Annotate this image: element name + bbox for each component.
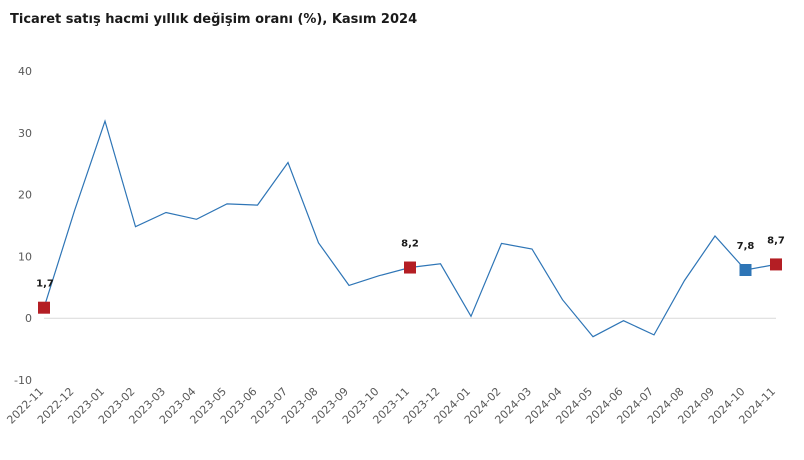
highlight-markers [38, 258, 782, 314]
series-line [43, 119, 777, 338]
y-axis-ticks: -10 0 10 20 30 40 [14, 65, 32, 387]
y-tick-label: 0 [25, 312, 32, 325]
data-label: 8,7 [767, 235, 785, 246]
data-point-marker [404, 261, 416, 274]
y-tick-label: 10 [18, 250, 32, 263]
chart-title: Ticaret satış hacmi yıllık değişim oranı… [10, 12, 418, 27]
x-axis-ticks: 2022-112022-122023-012023-022023-032023-… [4, 385, 778, 427]
y-tick-label: 40 [18, 65, 32, 78]
y-tick-label: -10 [14, 374, 32, 387]
data-label: 7,8 [737, 241, 755, 252]
data-label: 1,7 [36, 279, 54, 290]
data-point-marker [38, 301, 50, 314]
data-point-marker [739, 263, 752, 276]
data-label: 8,2 [401, 239, 419, 250]
data-point-marker [770, 258, 782, 271]
y-tick-label: 20 [18, 189, 32, 202]
y-tick-label: 30 [18, 127, 32, 140]
data-labels: 1,7 8,2 7,8 8,7 [36, 235, 785, 289]
